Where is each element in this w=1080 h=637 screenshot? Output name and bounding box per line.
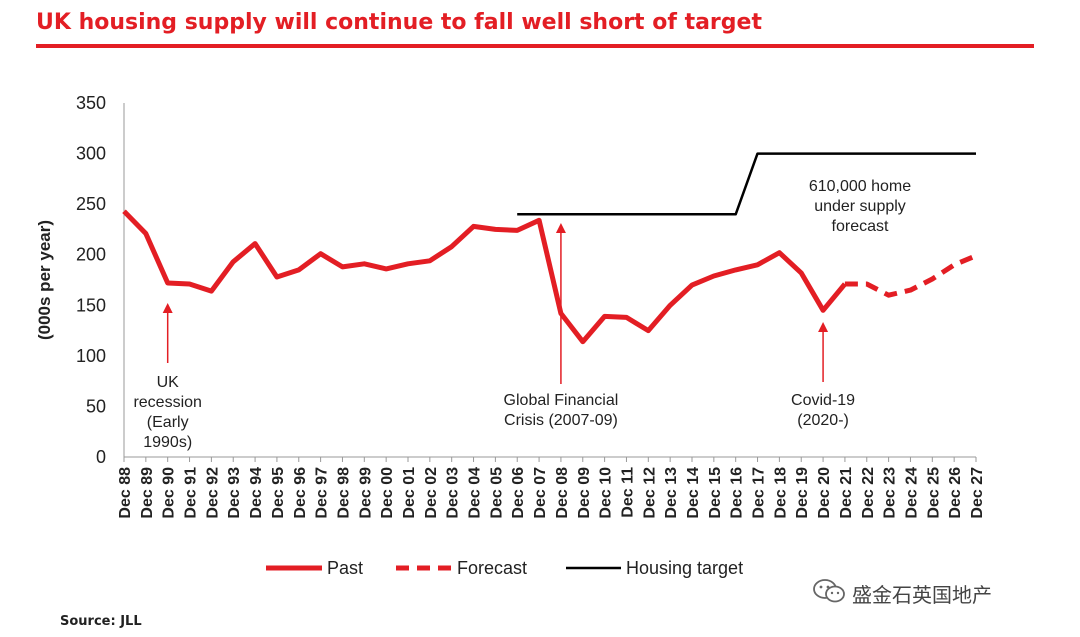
x-tick-label: Dec 97 [314,467,331,519]
y-tick-label: 150 [76,295,106,315]
x-tick-label: Dec 04 [467,467,484,519]
x-tick-label: Dec 03 [445,467,462,519]
y-tick-label: 0 [96,447,106,467]
annotation-uk-recession: UK recession (Early 1990s) [133,374,201,451]
annotation-gfc: Global Financial Crisis (2007-09) [504,392,619,429]
x-tick-label: Dec 94 [248,467,265,519]
x-tick-label: Dec 22 [860,467,877,519]
x-tick-label: Dec 15 [707,467,724,519]
x-tick-label: Dec 07 [532,467,549,519]
x-tick-label: Dec 93 [226,467,243,519]
x-tick-label: Dec 98 [335,467,352,519]
x-tick-label: Dec 88 [117,467,134,519]
series-line-past [122,209,847,345]
gfc-arrow-head [555,223,566,233]
y-axis-label: (000s per year) [35,220,54,340]
covid-arrow-head [818,322,829,332]
watermark: 盛金石英国地产 [812,578,992,609]
recession-arrow-head [162,303,173,313]
x-tick-label: Dec 90 [161,467,178,519]
x-tick-label: Dec 24 [903,467,920,519]
x-tick-label: Dec 21 [838,467,855,519]
x-tick-label: Dec 16 [729,467,746,519]
x-tick-label: Dec 19 [794,467,811,519]
y-tick-label: 200 [76,245,106,265]
y-tick-label: 250 [76,194,106,214]
x-tick-label: Dec 89 [139,467,156,519]
x-tick-label: Dec 09 [576,467,593,519]
x-tick-label: Dec 01 [401,467,418,519]
x-tick-label: Dec 08 [554,467,571,519]
legend-label: Forecast [457,558,527,578]
wechat-icon [812,578,846,609]
x-tick-label: Dec 26 [947,467,964,519]
x-tick-label: Dec 91 [183,467,200,519]
x-tick-label: Dec 96 [292,467,309,519]
source-note: Source: JLL [60,614,142,629]
x-tick-label: Dec 17 [751,467,768,519]
x-tick-label: Dec 20 [816,467,833,519]
x-tick-label: Dec 11 [619,467,636,518]
x-tick-label: Dec 18 [772,467,789,519]
chart-title: UK housing supply will continue to fall … [36,10,762,35]
series-line-housing-target [517,152,976,216]
legend-label: Past [327,558,363,578]
x-tick-label: Dec 10 [598,467,615,519]
x-tick-label: Dec 95 [270,467,287,519]
y-tick-label: 350 [76,93,106,113]
x-tick-label: Dec 14 [685,467,702,519]
y-tick-label: 100 [76,346,106,366]
y-tick-label: 300 [76,144,106,164]
x-tick-label: Dec 06 [510,467,527,519]
x-tick-label: Dec 92 [204,467,221,519]
annotation-under-supply: 610,000 home under supply forecast [809,178,911,235]
watermark-text: 盛金石英国地产 [852,583,992,607]
x-tick-label: Dec 02 [423,467,440,519]
y-tick-label: 50 [86,396,106,416]
legend-label: Housing target [626,558,743,578]
x-tick-label: Dec 27 [969,467,986,519]
series-line-forecast [844,253,977,298]
annotation-covid: Covid-19 (2020-) [791,392,855,429]
x-tick-label: Dec 25 [925,467,942,519]
x-tick-label: Dec 00 [379,467,396,519]
x-tick-label: Dec 12 [641,467,658,519]
x-tick-label: Dec 13 [663,467,680,519]
title-underline [36,44,1034,48]
x-tick-label: Dec 99 [357,467,374,519]
x-tick-label: Dec 23 [882,467,899,519]
x-tick-label: Dec 05 [488,467,505,519]
